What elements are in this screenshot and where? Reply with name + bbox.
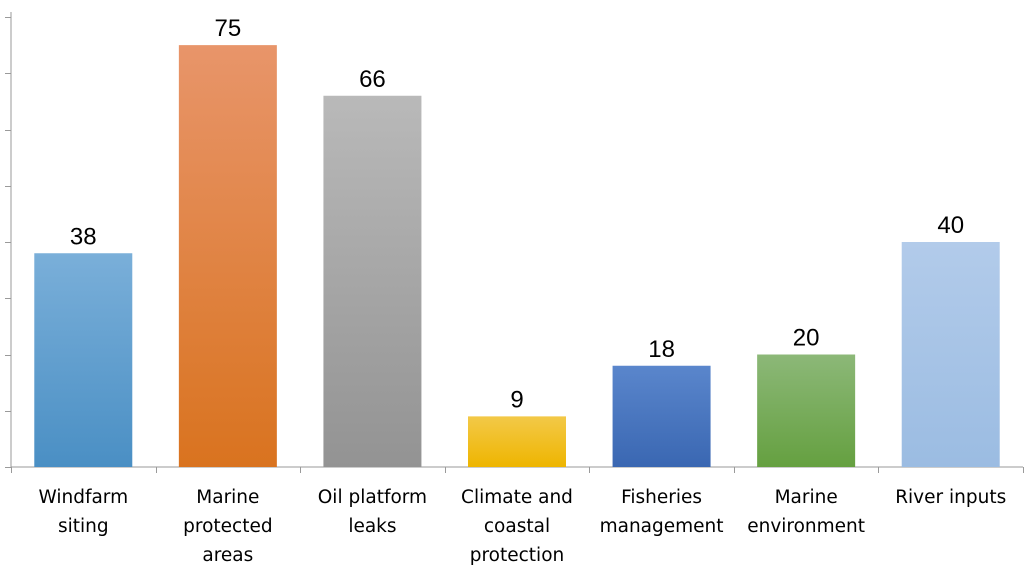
category-label-line: management <box>600 516 724 537</box>
category-label-line: environment <box>747 516 865 537</box>
data-label-7: 40 <box>937 212 964 239</box>
category-label-line: areas <box>202 545 253 566</box>
category-label-7: River inputs <box>895 487 1006 508</box>
bar-5 <box>612 365 711 467</box>
category-label-line: protection <box>470 545 565 566</box>
data-label-4: 9 <box>510 386 523 413</box>
bar-6 <box>757 354 856 467</box>
category-label-line: Oil platform <box>318 487 427 508</box>
chart-labels: 38 Windfarm siting 75 Marine protected areas 66… <box>38 15 1006 566</box>
category-label-2: Marine protected areas <box>183 487 272 566</box>
category-label-line: Windfarm <box>38 487 128 508</box>
bar-3 <box>323 95 422 467</box>
category-label-line: protected <box>183 516 272 537</box>
data-label-5: 18 <box>648 336 675 363</box>
category-label-line: leaks <box>348 516 396 537</box>
bar-1 <box>34 253 133 467</box>
data-label-3: 66 <box>359 66 386 93</box>
category-label-5: Fisheries management <box>600 487 724 537</box>
category-label-line: River inputs <box>895 487 1006 508</box>
data-label-1: 38 <box>70 223 97 250</box>
category-label-line: siting <box>58 516 109 537</box>
bar-4 <box>468 416 566 467</box>
bar-2 <box>178 45 277 467</box>
data-label-2: 75 <box>215 15 242 42</box>
bar-7 <box>901 242 1000 467</box>
category-label-1: Windfarm siting <box>38 487 128 537</box>
category-label-3: Oil platform leaks <box>318 487 427 537</box>
category-label-line: coastal <box>484 516 550 537</box>
category-label-line: Marine <box>196 487 259 508</box>
category-label-line: Marine <box>775 487 838 508</box>
category-label-line: Climate and <box>461 487 573 508</box>
category-label-6: Marine environment <box>747 487 865 537</box>
data-label-6: 20 <box>793 325 820 352</box>
category-label-4: Climate and coastal protection <box>461 487 573 566</box>
chart-bars <box>34 45 1000 467</box>
category-label-line: Fisheries <box>621 487 702 508</box>
